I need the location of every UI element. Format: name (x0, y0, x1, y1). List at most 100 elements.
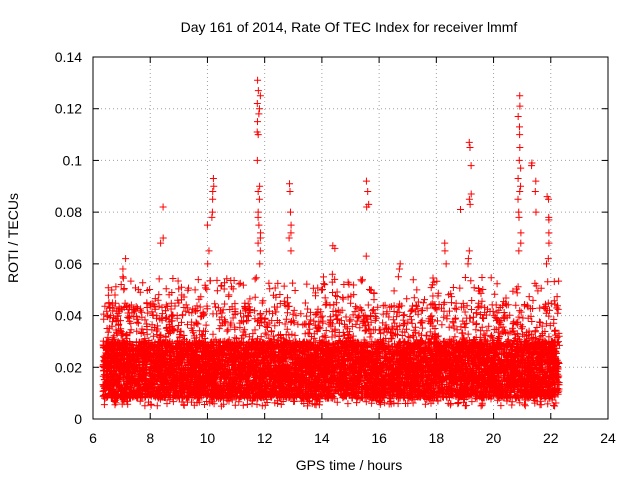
roti-point (442, 260, 450, 268)
roti-point (256, 92, 264, 100)
roti-point (256, 247, 264, 255)
roti-point (208, 208, 216, 216)
roti-point (545, 195, 553, 203)
roti-point (209, 175, 217, 183)
roti-point (331, 244, 339, 252)
roti-point (517, 229, 525, 237)
roti-point (545, 229, 553, 237)
roti-point (287, 247, 295, 255)
roti-point (105, 299, 113, 307)
roti-point (254, 213, 262, 221)
roti-point (394, 273, 402, 281)
roti-point (203, 221, 211, 229)
roti-point (545, 216, 553, 224)
plot-frame (92, 56, 609, 420)
roti-point (464, 260, 472, 268)
roti-point (516, 144, 524, 151)
axes: 6 8 10 12 14 16 18 20 22 24 0 0.02 0.04 0.06 0.08 0.1 0.… (55, 49, 616, 446)
roti-point (256, 260, 264, 268)
roti-point (209, 187, 217, 195)
roti-point (516, 102, 524, 110)
roti-point (253, 100, 261, 108)
roti-point (531, 187, 539, 195)
roti-point (441, 239, 449, 247)
roti-point (466, 200, 474, 208)
x-tick-label: 22 (543, 430, 559, 446)
roti-point (364, 187, 372, 195)
roti-point (395, 265, 403, 273)
y-tick-label: 0 (74, 411, 82, 427)
roti-point (362, 252, 370, 260)
data-points (99, 76, 563, 410)
x-tick-label: 24 (600, 430, 616, 446)
roti-point (465, 195, 473, 203)
roti-point (210, 182, 218, 190)
roti-point (441, 247, 449, 255)
roti-point (256, 182, 264, 190)
y-tick-label: 0.04 (55, 308, 82, 324)
roti-point (285, 234, 293, 242)
roti-point (532, 177, 540, 185)
roti-point (516, 92, 524, 100)
roti-point (287, 229, 295, 237)
roti-point (456, 206, 464, 214)
roti-point (514, 175, 522, 183)
y-tick-label: 0.14 (55, 49, 82, 65)
roti-point (467, 162, 475, 170)
y-tick-label: 0.02 (55, 359, 82, 375)
roti-point (465, 138, 473, 146)
y-tick-label: 0.1 (63, 152, 83, 168)
roti-point (517, 164, 525, 172)
roti-point (467, 190, 475, 198)
roti-point (103, 325, 111, 332)
roti-point (362, 177, 370, 185)
roti-point (254, 239, 262, 247)
roti-point (515, 123, 523, 131)
y-tick-label: 0.08 (55, 204, 82, 220)
roti-point (517, 239, 525, 247)
roti-point (208, 213, 216, 221)
roti-point (159, 203, 167, 211)
x-tick-label: 8 (146, 430, 154, 446)
roti-point (119, 265, 127, 273)
roti-point (254, 131, 262, 139)
roti-point (157, 239, 165, 247)
roti-point (255, 105, 263, 113)
roti-point (466, 144, 474, 151)
roti-point (253, 156, 261, 164)
roti-point (255, 221, 263, 229)
x-tick-label: 6 (89, 430, 97, 446)
roti-point (286, 187, 294, 195)
x-tick-label: 16 (371, 430, 387, 446)
roti-point (328, 270, 336, 278)
roti-point (122, 255, 130, 263)
roti-point (532, 208, 540, 216)
roti-point (204, 260, 212, 268)
roti-point (120, 286, 128, 294)
roti-point (254, 187, 262, 195)
roti-point (396, 260, 404, 268)
x-tick-label: 14 (314, 430, 330, 446)
roti-point (255, 110, 263, 118)
roti-point (516, 187, 524, 195)
roti-point (515, 247, 523, 255)
roti-point (119, 273, 127, 281)
roti-point (286, 208, 294, 216)
roti-point (545, 239, 553, 247)
x-tick-label: 10 (200, 430, 216, 446)
grid-lines (93, 57, 608, 419)
x-tick-label: 12 (257, 430, 273, 446)
roti-point (104, 312, 112, 320)
roti-point (286, 180, 294, 188)
roti-point (331, 275, 339, 283)
roti-point (514, 112, 522, 120)
y-tick-label: 0.12 (55, 101, 82, 117)
roti-baseline-cloud (99, 273, 563, 410)
roti-point (254, 87, 262, 95)
x-tick-label: 18 (429, 430, 445, 446)
roti-point (209, 195, 217, 203)
roti-point (514, 195, 522, 203)
x-axis-label: GPS time / hours (296, 457, 403, 473)
roti-point (253, 118, 261, 126)
